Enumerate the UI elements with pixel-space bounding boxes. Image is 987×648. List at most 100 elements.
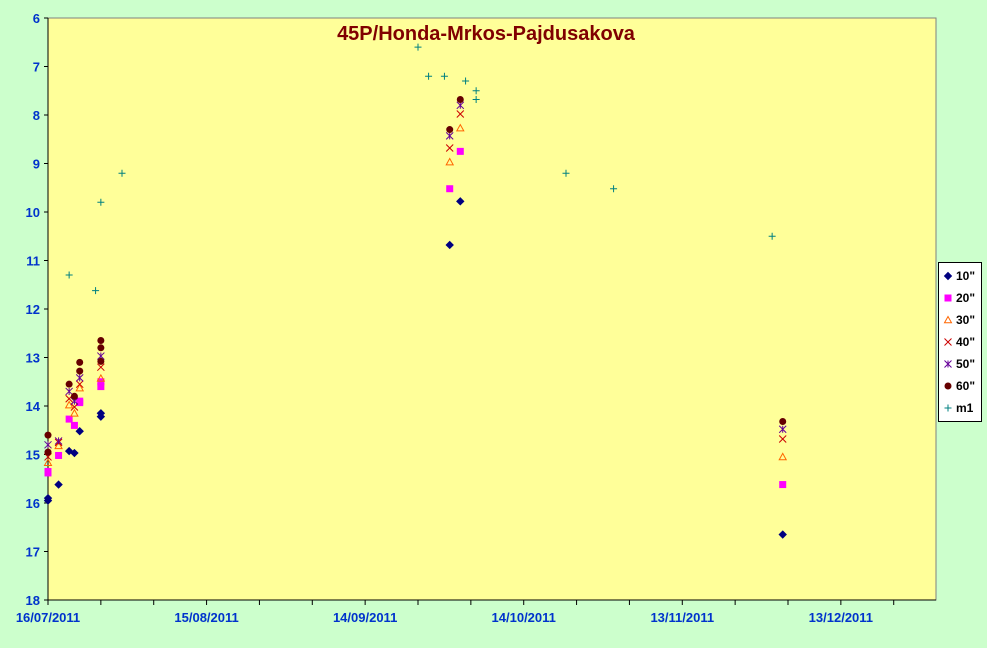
legend-label: 20" — [956, 291, 976, 305]
data-point — [425, 72, 433, 80]
data-point — [768, 232, 776, 240]
y-tick-label: 9 — [33, 157, 40, 172]
x-tick-label: 16/07/2011 — [16, 610, 80, 625]
data-point — [779, 481, 787, 489]
data-point — [92, 287, 100, 295]
data-point — [456, 95, 464, 103]
data-point — [414, 43, 422, 51]
y-tick-label: 18 — [26, 593, 40, 608]
legend-item: 40" — [939, 331, 981, 353]
series-30 — [43, 123, 788, 467]
legend-item: 30" — [939, 309, 981, 331]
legend-marker — [944, 404, 952, 412]
data-point — [118, 169, 126, 177]
data-point — [44, 440, 52, 449]
y-tick-label: 8 — [33, 108, 40, 123]
data-marks — [43, 43, 788, 539]
data-point — [97, 357, 105, 365]
data-point — [97, 383, 105, 391]
legend-item: 60" — [939, 375, 981, 397]
series-50 — [44, 101, 787, 449]
data-point — [97, 198, 105, 206]
y-tick-label: 17 — [26, 545, 40, 560]
data-point — [96, 412, 106, 421]
y-tick-label: 6 — [33, 11, 40, 26]
y-tick-label: 10 — [26, 205, 40, 220]
data-point — [778, 425, 787, 434]
y-tick-label: 16 — [26, 496, 40, 511]
data-point — [456, 147, 464, 155]
data-point — [610, 185, 618, 193]
data-point — [44, 448, 52, 456]
y-tick-label: 12 — [26, 302, 40, 317]
data-point — [76, 399, 84, 407]
data-point — [778, 435, 787, 443]
data-point — [65, 380, 73, 388]
data-point — [446, 185, 454, 193]
data-point — [462, 77, 470, 85]
series-60 — [44, 95, 787, 456]
legend-item: 20" — [939, 287, 981, 309]
data-point — [76, 358, 84, 366]
data-point — [43, 458, 53, 467]
data-point — [455, 123, 465, 132]
data-point — [65, 271, 73, 279]
x-tick-label: 15/08/2011 — [174, 610, 238, 625]
y-tick-label: 13 — [26, 351, 40, 366]
legend-label: 10" — [956, 269, 976, 283]
data-point — [445, 132, 454, 140]
data-point — [43, 496, 53, 505]
x-tick-label: 14/10/2011 — [492, 610, 556, 625]
data-point — [54, 480, 63, 489]
data-point — [96, 373, 106, 382]
chart-title: 45P/Honda-Mrkos-Pajdusakova — [337, 23, 636, 45]
data-point — [472, 95, 480, 103]
legend-label: 60" — [956, 379, 976, 393]
legend-marker — [943, 271, 953, 281]
data-point — [778, 530, 787, 539]
data-point — [445, 144, 454, 152]
data-point — [44, 431, 52, 439]
legend-marker — [944, 382, 952, 390]
data-point — [456, 197, 465, 206]
x-tick-label: 13/12/2011 — [809, 610, 873, 625]
y-tick-label: 15 — [26, 448, 40, 463]
legend-marker — [944, 360, 952, 368]
x-tick-label: 13/11/2011 — [650, 610, 714, 625]
data-point — [440, 72, 448, 80]
y-tick-label: 11 — [26, 254, 40, 269]
data-point — [445, 157, 455, 166]
data-point — [97, 378, 105, 386]
data-point — [456, 110, 465, 118]
data-point — [70, 448, 79, 458]
legend: 10" 20" 30" 40" 50" 60" m1 — [938, 262, 982, 422]
data-point — [65, 387, 73, 396]
data-point — [778, 452, 788, 461]
x-tick-label: 14/09/2011 — [333, 610, 397, 625]
legend-item: 10" — [939, 265, 981, 287]
data-point — [97, 344, 105, 352]
data-point — [54, 441, 63, 450]
series-m1 — [65, 43, 776, 295]
series-10 — [43, 197, 787, 539]
legend-label: m1 — [956, 401, 974, 415]
data-point — [55, 451, 63, 459]
data-point — [76, 367, 84, 375]
data-point — [65, 415, 73, 423]
data-point — [70, 408, 79, 417]
y-tick-label: 14 — [26, 399, 41, 414]
axes: 6 7 8 9 10 11 12 13 14 15 16 17 18 16/07/2011 15/08/20… — [16, 11, 936, 625]
legend-label: 40" — [956, 335, 976, 349]
data-point — [472, 87, 480, 95]
legend-item: m1 — [939, 397, 981, 419]
data-point — [75, 380, 84, 389]
legend-marker — [943, 315, 953, 324]
data-point — [64, 400, 74, 409]
data-point — [44, 469, 52, 477]
data-point — [97, 337, 105, 345]
data-point — [445, 240, 454, 250]
data-point — [75, 374, 84, 382]
legend-label: 50" — [956, 357, 976, 371]
data-point — [97, 363, 105, 372]
data-point — [562, 169, 570, 177]
